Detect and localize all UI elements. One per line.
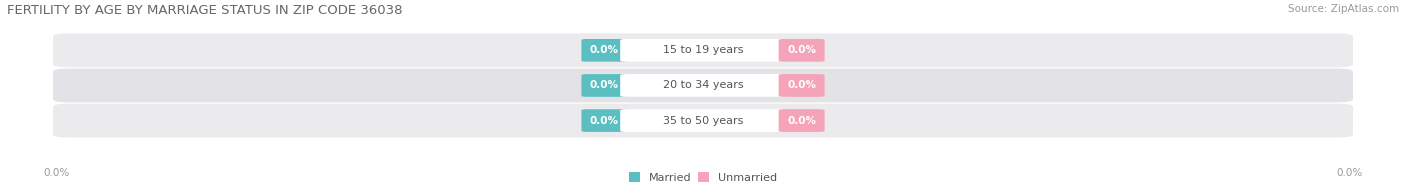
FancyBboxPatch shape	[53, 104, 1353, 138]
Text: FERTILITY BY AGE BY MARRIAGE STATUS IN ZIP CODE 36038: FERTILITY BY AGE BY MARRIAGE STATUS IN Z…	[7, 4, 402, 17]
FancyBboxPatch shape	[620, 74, 786, 97]
Text: 20 to 34 years: 20 to 34 years	[662, 80, 744, 91]
Text: 0.0%: 0.0%	[787, 45, 815, 55]
FancyBboxPatch shape	[53, 33, 1353, 67]
Text: 15 to 19 years: 15 to 19 years	[662, 45, 744, 55]
Legend: Married, Unmarried: Married, Unmarried	[628, 172, 778, 183]
FancyBboxPatch shape	[582, 74, 627, 97]
FancyBboxPatch shape	[779, 39, 824, 62]
Text: 0.0%: 0.0%	[591, 116, 619, 126]
Text: 0.0%: 0.0%	[787, 116, 815, 126]
Text: 35 to 50 years: 35 to 50 years	[662, 116, 744, 126]
FancyBboxPatch shape	[779, 74, 824, 97]
FancyBboxPatch shape	[779, 109, 824, 132]
Text: 0.0%: 0.0%	[591, 45, 619, 55]
FancyBboxPatch shape	[582, 39, 627, 62]
FancyBboxPatch shape	[620, 109, 786, 132]
FancyBboxPatch shape	[53, 69, 1353, 102]
FancyBboxPatch shape	[582, 109, 627, 132]
Text: 0.0%: 0.0%	[591, 80, 619, 91]
Text: Source: ZipAtlas.com: Source: ZipAtlas.com	[1288, 4, 1399, 14]
Text: 0.0%: 0.0%	[787, 80, 815, 91]
FancyBboxPatch shape	[620, 39, 786, 62]
